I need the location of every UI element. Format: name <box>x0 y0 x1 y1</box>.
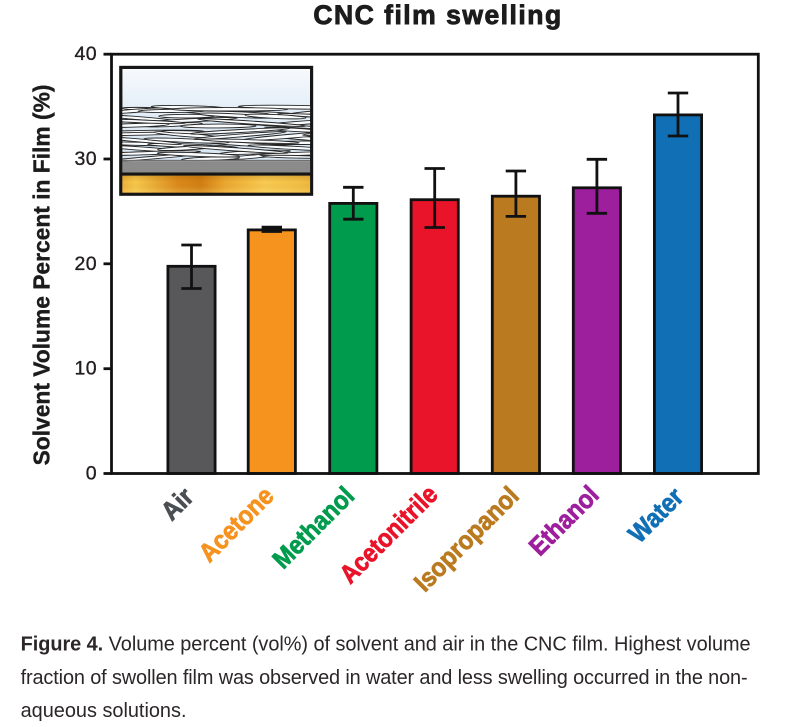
svg-text:aqueous solutions.: aqueous solutions. <box>21 700 187 722</box>
svg-text:30: 30 <box>75 148 98 170</box>
svg-text:Solvent Volume Percent in Film: Solvent Volume Percent in Film (%) <box>29 85 55 466</box>
svg-text:40: 40 <box>75 43 98 65</box>
svg-text:0: 0 <box>86 463 97 485</box>
svg-text:10: 10 <box>75 358 98 380</box>
svg-text:fraction of swollen film was o: fraction of swollen film was observed in… <box>21 667 748 689</box>
svg-text:CNC film swelling: CNC film swelling <box>313 0 562 30</box>
svg-text:Figure 4. Volume percent (vol%: Figure 4. Volume percent (vol%) of solve… <box>21 634 751 656</box>
svg-text:20: 20 <box>75 253 98 275</box>
